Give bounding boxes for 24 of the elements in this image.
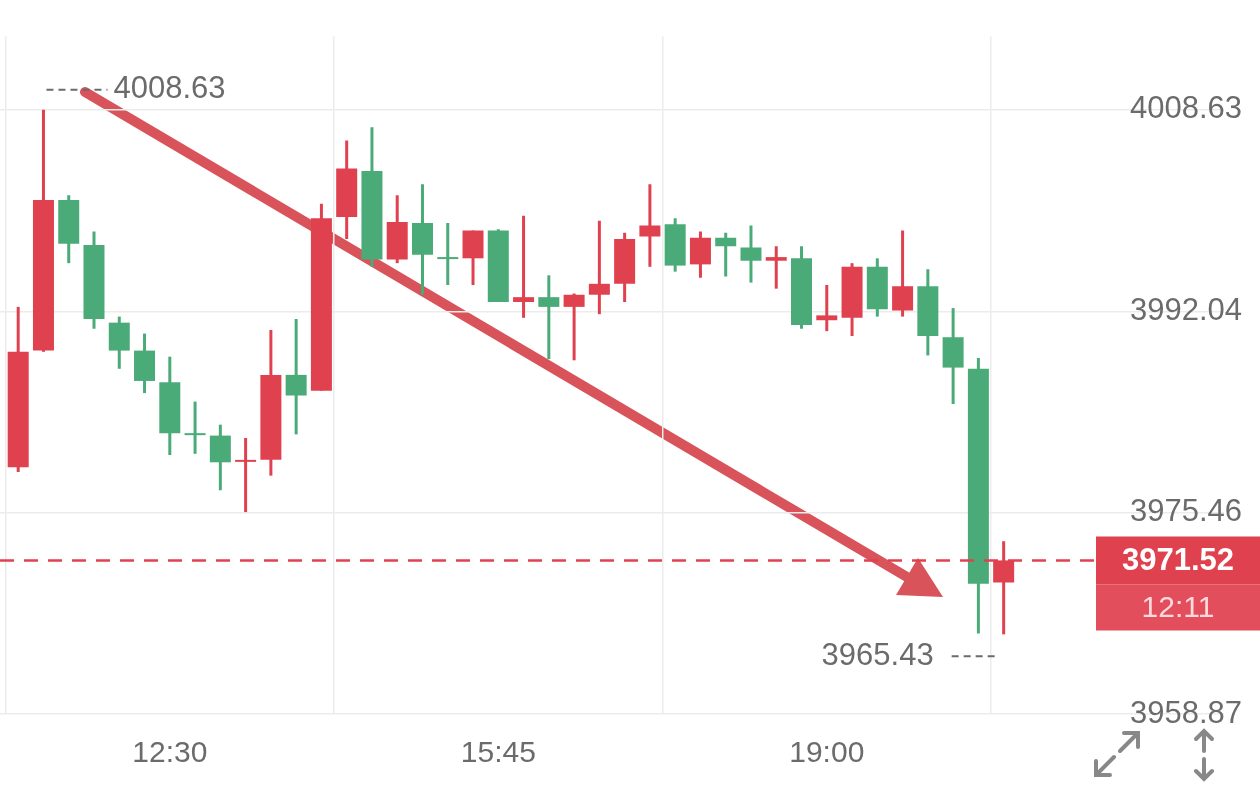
y-tick-label: 3975.46 xyxy=(1129,493,1242,529)
candlestick xyxy=(563,293,585,361)
x-tick-label: 12:30 xyxy=(132,735,208,769)
y-tick-label: 3958.87 xyxy=(1129,694,1242,730)
candlestick xyxy=(588,220,610,316)
candlestick xyxy=(740,225,762,283)
candlestick xyxy=(816,285,838,333)
candlestick xyxy=(184,401,206,454)
candlestick xyxy=(765,246,787,289)
y-tick-label: 4008.63 xyxy=(1129,90,1242,126)
ref-line-label: 3971.52 xyxy=(1121,541,1235,577)
candlestick xyxy=(513,214,535,318)
candlestick xyxy=(235,438,257,514)
x-tick-label: 15:45 xyxy=(460,735,536,769)
x-tick-label: 19:00 xyxy=(789,735,865,769)
annotation: 12:11 xyxy=(1141,589,1215,623)
annotation: 3965.43 xyxy=(821,636,934,672)
candlestick xyxy=(285,319,307,435)
candlestick xyxy=(715,231,737,277)
candlestick xyxy=(437,223,459,286)
candlestick xyxy=(538,275,560,361)
candlestick xyxy=(639,184,661,267)
y-tick-label: 3992.04 xyxy=(1129,291,1242,327)
annotation: 4008.63 xyxy=(113,70,226,106)
